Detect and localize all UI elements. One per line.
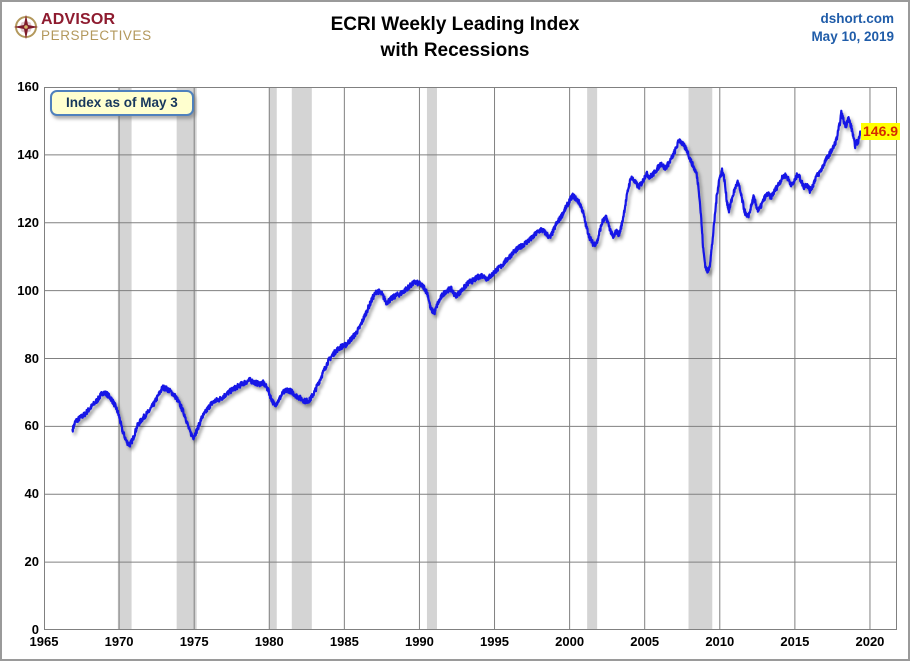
x-axis-tick-label: 2010 <box>705 634 735 649</box>
x-axis-tick-label: 1985 <box>329 634 359 649</box>
x-axis-tick-label: 2015 <box>780 634 810 649</box>
source-attribution: dshort.com May 10, 2019 <box>811 10 894 46</box>
title-line-1: ECRI Weekly Leading Index <box>330 14 580 35</box>
page-title: ECRI Weekly Leading Index with Recession… <box>2 12 908 64</box>
wli-line <box>71 109 862 448</box>
logo-advisor-label: ADVISOR <box>41 11 116 28</box>
plot-border <box>44 87 897 630</box>
y-axis-tick-label: 140 <box>17 146 39 162</box>
gridlines-layer <box>44 87 897 630</box>
series-layer <box>71 109 862 448</box>
logo-text: ADVISOR PERSPECTIVES <box>41 12 152 43</box>
x-axis-tick-label: 1980 <box>254 634 284 649</box>
source-date-label: May 10, 2019 <box>811 29 894 44</box>
x-axis-tick-label: 1965 <box>29 634 59 649</box>
x-axis-tick-label: 2020 <box>855 634 885 649</box>
compass-rose-icon <box>13 14 39 40</box>
index-as-of-annotation: Index as of May 3 <box>50 90 194 116</box>
x-axis-tick-label: 2000 <box>555 634 585 649</box>
y-axis-tick-label: 0 <box>31 622 39 637</box>
x-axis-tick-label: 2005 <box>630 634 660 649</box>
y-axis-tick-label: 160 <box>17 79 39 94</box>
y-axis-tick-label: 120 <box>17 214 39 230</box>
advisor-perspectives-logo: ADVISOR PERSPECTIVES <box>13 12 152 43</box>
x-axis-tick-label: 1990 <box>404 634 434 649</box>
y-axis-tick-label: 40 <box>24 486 39 502</box>
source-site-label: dshort.com <box>820 11 894 26</box>
title-line-2: with Recessions <box>380 40 530 61</box>
y-axis-tick-label: 20 <box>24 554 39 570</box>
y-axis-tick-label: 100 <box>17 282 39 298</box>
latest-value-badge: 146.9 <box>861 123 901 140</box>
y-axis-tick-label: 60 <box>24 418 39 434</box>
x-axis-tick-label: 1975 <box>179 634 209 649</box>
plot-area <box>44 87 897 630</box>
y-axis-tick-label: 80 <box>24 350 39 366</box>
logo-perspectives-label: PERSPECTIVES <box>41 28 152 43</box>
x-axis-tick-label: 1995 <box>480 634 509 649</box>
x-axis-tick-label: 1970 <box>104 634 134 649</box>
